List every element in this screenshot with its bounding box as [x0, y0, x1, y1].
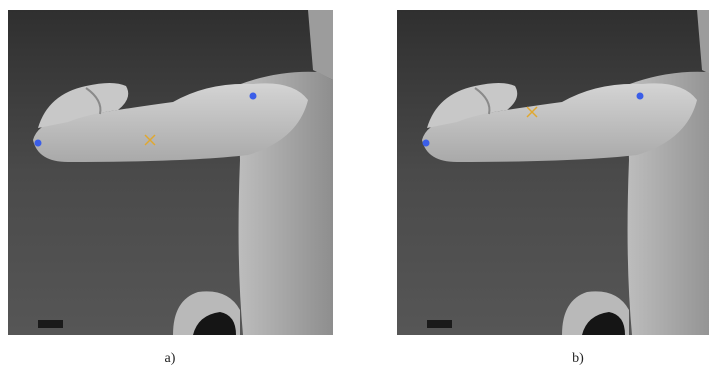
- caption: b): [572, 351, 584, 366]
- keypoint: [250, 93, 257, 100]
- keypoint: [423, 140, 430, 147]
- panel-a: [8, 10, 333, 335]
- keypoint: [637, 93, 644, 100]
- photo: [397, 10, 709, 335]
- photo: [8, 10, 333, 335]
- keypoint: [35, 140, 42, 147]
- caption: a): [165, 351, 176, 366]
- panel-b: [397, 10, 709, 335]
- figure: a) b): [0, 0, 709, 370]
